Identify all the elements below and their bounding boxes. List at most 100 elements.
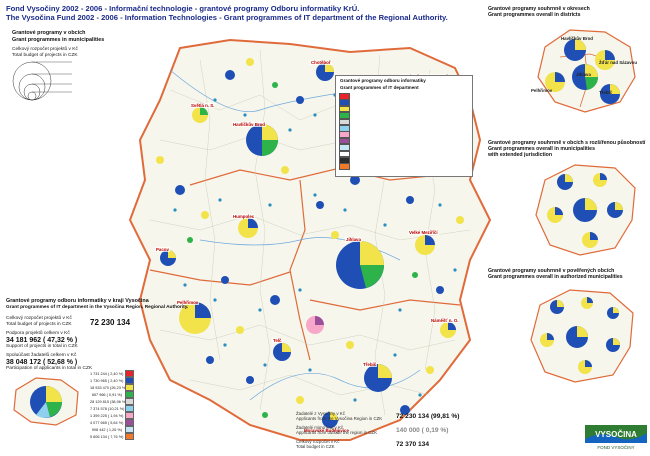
districts-map — [537, 29, 636, 113]
pou-pie — [581, 297, 593, 309]
lower-legend-row: 1 731 244 ( 2,40 %) — [90, 370, 138, 377]
district-boundary — [189, 167, 441, 186]
dept-legend-heading-cz: Grantové programy odboru informatiky — [340, 78, 426, 83]
logo-text: VYSOČINA — [595, 430, 637, 439]
lower-legend-swatch — [125, 405, 134, 412]
summary-support-label-cz: Podpora projektů celkem v Kč — [6, 331, 70, 337]
lower-legend-row: 7 374 578 (10,21 %) — [90, 405, 138, 412]
lower-legend-value: 7 374 578 (10,21 %) — [90, 406, 125, 411]
legend-swatch — [339, 131, 350, 139]
legend-row — [336, 163, 472, 170]
city-label: Havlíčkův Brod — [232, 122, 266, 127]
legend-row — [336, 137, 472, 145]
legend-swatch — [339, 105, 350, 113]
size-scale-circles — [12, 61, 72, 101]
city-label: Chotěboř — [310, 60, 332, 65]
authorized-heading-en: Grant programmes overall in authorized m… — [488, 274, 623, 281]
dept-legend-heading-en: Grant programmes of IT department — [340, 84, 419, 90]
legend-row — [336, 125, 472, 132]
pie-jihlava — [336, 241, 384, 289]
municipal-legend-heading-cz: Grantové programy v obcích — [12, 30, 86, 36]
district-pie — [545, 72, 565, 92]
legend-swatch — [339, 137, 350, 145]
lower-legend-row: 908 442 ( 1,26 %) — [90, 426, 138, 433]
pie-pacov — [160, 250, 176, 266]
lower-legend-swatch — [125, 433, 134, 440]
summary-total-label-cz: Celkový rozpočet projektů v Kč — [6, 316, 72, 322]
legend-swatch — [339, 150, 350, 158]
city-label: Humpolec — [232, 214, 256, 219]
map-title: Fond Vysočiny 2002 - 2006 - Informační t… — [6, 4, 476, 23]
regional-summary: Grantové programy odboru informatiky v k… — [6, 298, 189, 372]
lower-legend-swatch — [125, 370, 134, 377]
applicants-vysocina-row: Žadatelé z Vysočiny v Kč Applicants from… — [296, 411, 476, 424]
pou-pie — [540, 333, 554, 347]
lower-legend-row: 657 966 ( 0,91 %) — [90, 391, 138, 398]
extended-jurisdiction-map — [535, 164, 636, 256]
pie-chotebor — [316, 63, 334, 81]
authorized-municipalities-panel: Grantové programy souhrnně v pověřených … — [488, 268, 646, 280]
lower-legend-value: 1 730 965 ( 2,40 %) — [90, 378, 124, 383]
pou-pie — [578, 360, 592, 374]
applicants-total-row: Celkový rozpočet v Kč Total budget in CZ… — [296, 439, 476, 452]
applicants-outside-label-en: Applicants from outside the region in CZ… — [296, 430, 378, 436]
summary-total-row: Celkový rozpočet projektů v Kč Total bud… — [6, 316, 156, 328]
municipal-legend-heading-en: Grant programmes in municipalities — [12, 36, 105, 43]
lower-legend-row: 1 399 225 ( 1,94 %) — [90, 412, 138, 419]
extended-heading-en: Grant programmes overall in municipaliti… — [488, 146, 595, 153]
summary-heading-cz: Grantové programy odboru informatiky v k… — [6, 298, 149, 304]
applicants-vysocina-label-en: Applicants from the Vysočina Region in C… — [296, 416, 383, 422]
municipal-legend-note-en: Total budget of projects in CZK — [12, 53, 78, 59]
pie-small — [175, 70, 444, 415]
summary-participation-value: 38 048 172 ( 52,68 % ) — [6, 359, 78, 367]
city-label: Jihlava — [345, 237, 362, 242]
district-label: Žďár nad Sázavou — [599, 60, 638, 65]
lower-legend-value: 657 966 ( 0,91 %) — [91, 392, 122, 397]
legend-swatch — [339, 93, 350, 100]
lower-legend-value: 5 606 134 ( 7,76 %) — [90, 434, 124, 439]
summary-participation-label-cz: Spoluúčast žadatelů celkem v Kč — [6, 353, 77, 359]
orp-pie — [582, 232, 598, 248]
region-overview-map — [13, 377, 79, 426]
authorized-municipalities-map — [530, 289, 634, 383]
pie-velke-mezirici — [415, 235, 435, 255]
districts-heading-cz: Grantové programy souhrnně v okresech — [488, 6, 590, 12]
legend-swatch — [339, 112, 350, 119]
applicants-vysocina-value: 72 230 134 (99,81 %) — [396, 413, 460, 420]
orp-pie — [557, 174, 573, 190]
city-label: Třebíč — [362, 362, 378, 367]
applicants-total-label-en: Total budget in CZK — [296, 444, 335, 450]
pie-svetla — [192, 107, 208, 123]
district-label: Pelhřimov — [531, 88, 553, 93]
applicants-outside-label-cz: Žadatelé mimo kraj v Kč — [296, 425, 344, 430]
dept-legend: Grantové programy odboru informatiky Gra… — [335, 75, 473, 177]
lower-legend-row: 5 606 134 ( 7,76 %) — [90, 433, 138, 440]
applicants-total-label-cz: Celkový rozpočet v Kč — [296, 439, 340, 444]
orp-pie — [547, 207, 563, 223]
pie-outside-region — [306, 316, 324, 334]
dept-legend-rows — [336, 93, 472, 170]
legend-row — [336, 157, 472, 164]
pie-trebic — [364, 364, 392, 392]
legend-row — [336, 118, 472, 126]
district-label: Havlíčkův Brod — [561, 36, 593, 41]
municipal-legend-note-cz: Celkový rozpočet projektů v Kč — [12, 47, 78, 53]
title-line-2: The Vysočina Fund 2002 - 2006 - Informat… — [6, 13, 448, 23]
districts-panel: Grantové programy souhrnně v okresech Gr… — [488, 6, 646, 18]
lower-legend-swatch — [125, 398, 134, 405]
applicants-vysocina-label-cz: Žadatelé z Vysočiny v Kč — [296, 411, 345, 416]
legend-row — [336, 93, 472, 100]
summary-support-value: 34 181 962 ( 47,32 % ) — [6, 337, 78, 345]
summary-heading-en: Grant programmes of IT department in the… — [6, 304, 189, 310]
lower-legend-value: 28 129 815 (38,96 %) — [90, 399, 127, 404]
legend-swatch — [339, 157, 350, 164]
district-pie — [564, 39, 586, 61]
legend-row — [336, 112, 472, 119]
municipality-boundaries — [149, 49, 471, 416]
orp-pie — [593, 173, 607, 187]
lower-legend-value: 1 399 225 ( 1,94 %) — [90, 413, 124, 418]
extended-jurisdiction-panel: Grantové programy souhrnně v obcích s ro… — [488, 140, 646, 159]
districts-heading-en: Grant programmes overall in districts — [488, 12, 581, 19]
legend-row — [336, 131, 472, 139]
district-label: Třebíč — [599, 90, 613, 95]
